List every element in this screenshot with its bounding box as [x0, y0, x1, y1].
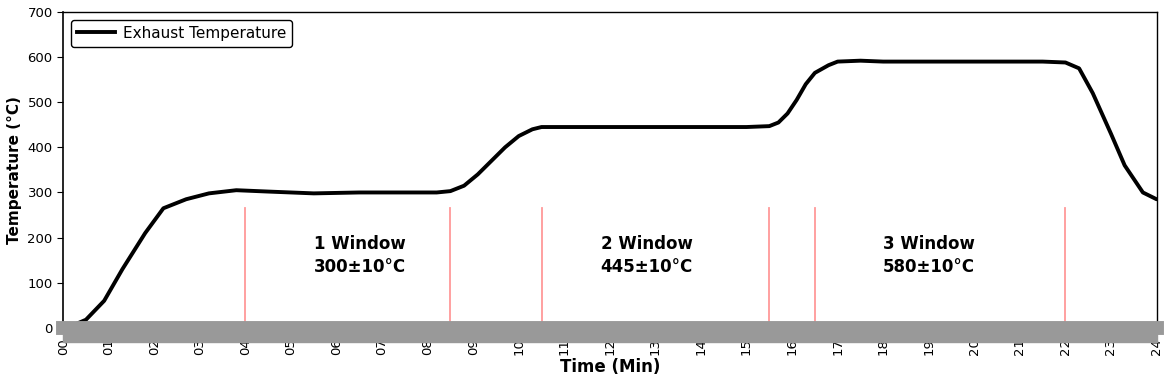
Exhaust Temperature [1104, 131, 1119, 136]
Exhaust Temperature [1136, 190, 1150, 195]
Exhaust Temperature [853, 58, 867, 63]
Exhaust Temperature [1035, 59, 1049, 64]
Exhaust Temperature [1072, 66, 1086, 70]
Text: 1 Window
300±10°C: 1 Window 300±10°C [314, 235, 406, 277]
Exhaust Temperature [484, 159, 498, 163]
Text: 3 Window
580±10°C: 3 Window 580±10°C [883, 235, 976, 277]
Exhaust Temperature [498, 145, 512, 150]
Exhaust Temperature [763, 124, 777, 128]
Y-axis label: Temperature (°C): Temperature (°C) [7, 96, 22, 244]
Exhaust Temperature [694, 125, 708, 129]
Exhaust Temperature [807, 70, 821, 75]
Exhaust Temperature [557, 125, 571, 129]
Exhaust Temperature [179, 197, 193, 201]
Legend: Exhaust Temperature: Exhaust Temperature [71, 20, 292, 47]
Exhaust Temperature [202, 191, 216, 196]
Exhaust Temperature [138, 231, 152, 236]
Exhaust Temperature [922, 59, 936, 64]
Exhaust Temperature [352, 190, 366, 195]
Exhaust Temperature [470, 172, 484, 177]
Exhaust Temperature [739, 125, 753, 129]
Exhaust Temperature [821, 63, 835, 67]
Exhaust Temperature [97, 298, 111, 303]
Exhaust Temperature [790, 98, 804, 102]
Exhaust Temperature [66, 323, 80, 328]
Exhaust Temperature [157, 206, 171, 211]
Exhaust Temperature [56, 326, 70, 330]
Exhaust Temperature [1150, 197, 1164, 201]
Exhaust Temperature [1013, 59, 1027, 64]
Line: Exhaust Temperature: Exhaust Temperature [63, 61, 1157, 328]
Exhaust Temperature [968, 59, 982, 64]
Exhaust Temperature [116, 267, 130, 272]
X-axis label: Time (Min): Time (Min) [559, 358, 660, 376]
Exhaust Temperature [307, 191, 321, 196]
Exhaust Temperature [648, 125, 662, 129]
Exhaust Temperature [229, 188, 243, 193]
Exhaust Temperature [261, 189, 275, 194]
Text: 2 Window
445±10°C: 2 Window 445±10°C [600, 235, 693, 277]
Exhaust Temperature [876, 59, 890, 64]
Exhaust Temperature [511, 134, 525, 138]
Exhaust Temperature [1059, 60, 1073, 65]
Exhaust Temperature [429, 190, 443, 195]
Exhaust Temperature [831, 59, 845, 64]
Exhaust Temperature [799, 82, 813, 87]
Exhaust Temperature [525, 127, 539, 132]
Exhaust Temperature [1086, 91, 1100, 95]
Exhaust Temperature [535, 125, 549, 129]
Exhaust Temperature [443, 189, 457, 193]
Exhaust Temperature [78, 318, 92, 322]
Exhaust Temperature [1117, 163, 1131, 168]
Exhaust Temperature [457, 183, 472, 188]
Exhaust Temperature [780, 111, 794, 116]
Exhaust Temperature [603, 125, 617, 129]
Exhaust Temperature [771, 120, 785, 125]
Exhaust Temperature [398, 190, 412, 195]
